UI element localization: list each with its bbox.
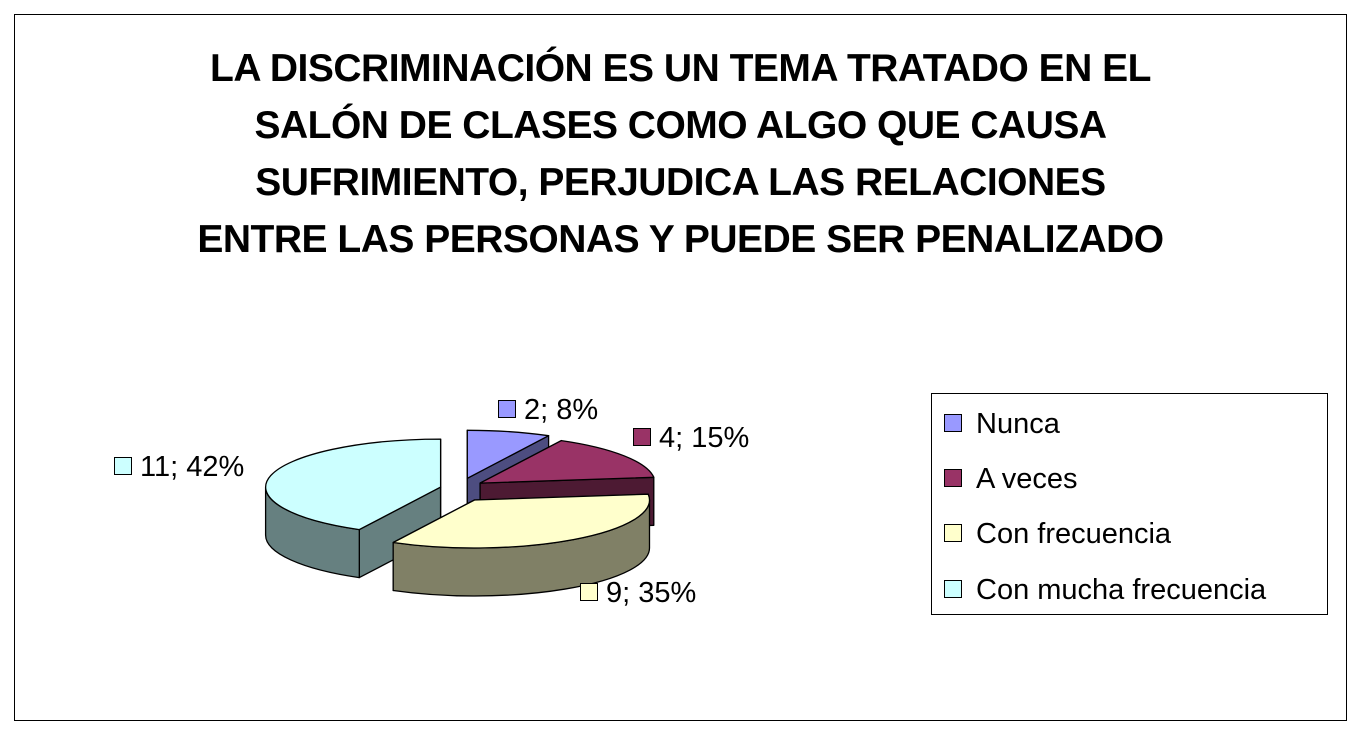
legend-item-nunca: Nunca [944, 408, 1060, 440]
data-label-text: 2; 8% [524, 394, 599, 426]
data-label-text: 4; 15% [659, 422, 750, 454]
legend-label: Con mucha frecuencia [976, 574, 1267, 606]
data-label-con-mucha-frecuencia: 11; 42% [114, 451, 244, 483]
legend-label: Nunca [976, 408, 1060, 440]
slice-top [265, 438, 442, 531]
chart-title: LA DISCRIMINACIÓN ES UN TEMA TRATADO EN … [0, 40, 1361, 268]
slice-top [392, 493, 651, 549]
pie-slice-con-mucha-frecuencia [264, 438, 442, 579]
legend-item-con-frecuencia: Con frecuencia [944, 518, 1171, 550]
data-label-swatch [633, 428, 651, 446]
data-label-swatch [580, 583, 598, 601]
data-label-swatch [498, 400, 516, 418]
pie-slice-con-frecuencia [392, 493, 651, 597]
chart-title-line: LA DISCRIMINACIÓN ES UN TEMA TRATADO EN … [210, 47, 1151, 90]
slice-top [479, 439, 655, 484]
legend-swatch [944, 414, 962, 432]
legend-label: Con frecuencia [976, 518, 1172, 550]
legend-label: A veces [976, 463, 1078, 495]
data-label-nunca: 2; 8% [498, 394, 598, 426]
data-label-a-veces: 4; 15% [633, 422, 749, 454]
data-label-text: 11; 42% [140, 451, 245, 483]
data-label-con-frecuencia: 9; 35% [580, 577, 696, 609]
legend-item-con-mucha-frecuencia: Con mucha frecuencia [944, 574, 1266, 606]
chart-title-line: SALÓN DE CLASES COMO ALGO QUE CAUSA [254, 104, 1107, 147]
chart-title-line: ENTRE LAS PERSONAS Y PUEDE SER PENALIZAD… [197, 218, 1164, 261]
legend-swatch [944, 524, 962, 542]
legend: Nunca A veces Con frecuencia Con mucha f… [931, 393, 1328, 615]
chart-title-line: SUFRIMIENTO, PERJUDICA LAS RELACIONES [255, 161, 1106, 204]
slice-top [466, 429, 550, 479]
data-label-text: 9; 35% [606, 577, 697, 609]
data-label-swatch [114, 457, 132, 475]
legend-swatch [944, 469, 962, 487]
legend-item-a-veces: A veces [944, 463, 1078, 495]
legend-swatch [944, 580, 962, 598]
